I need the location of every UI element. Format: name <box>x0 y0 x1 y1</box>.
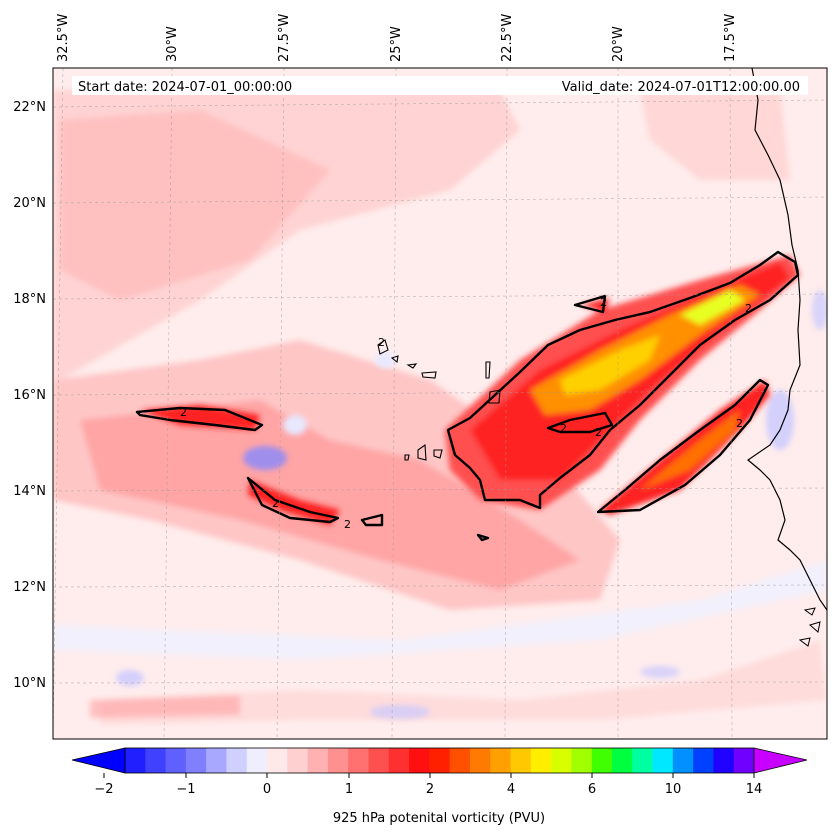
colorbar-cell <box>185 748 207 773</box>
island-santiago <box>433 449 443 459</box>
lat-label: 10°N <box>13 676 46 691</box>
colorbar-cell <box>632 748 653 773</box>
island-fogo <box>417 443 427 461</box>
island-sal <box>421 371 437 379</box>
colorbar-tick-label: 1 <box>345 782 353 797</box>
lon-label: 17.5°W <box>723 14 738 62</box>
map-gridlines <box>53 68 827 739</box>
contour-label: 2 <box>378 336 385 349</box>
colorbar-tick-label: 0 <box>263 782 271 797</box>
contour-label: 2 <box>600 296 607 309</box>
colorbar-cell <box>611 748 633 773</box>
island-maio <box>488 389 501 404</box>
colorbar-cell <box>145 748 166 773</box>
contour-label: 2 <box>745 302 752 315</box>
colorbar-cell <box>571 748 593 773</box>
colorbar-max-arrow <box>753 747 808 774</box>
colorbar-tick-label: 6 <box>588 782 596 797</box>
colorbar-cell <box>348 748 369 773</box>
lat-label: 14°N <box>13 484 46 499</box>
map-panel: 2 2 2 2 2 2 2 2 2 Start date: 2024-07-01… <box>53 68 827 739</box>
colorbar-cell <box>206 748 227 773</box>
colorbar-cell <box>267 748 288 773</box>
lat-label: 12°N <box>13 580 46 595</box>
date-header-box <box>72 76 808 95</box>
colorbar-cell <box>287 748 309 773</box>
colorbar-tick-label: −2 <box>94 782 113 797</box>
start-date-label: Start date: 2024-07-01_00:00:00 <box>78 80 292 95</box>
contour-label: 2 <box>560 422 567 435</box>
colorbar-cell <box>327 748 349 773</box>
colorbar-cell <box>429 748 451 773</box>
colorbar-min-arrow <box>71 747 126 774</box>
colorbar-tick-label: 2 <box>426 782 434 797</box>
colorbar-tick-label: −1 <box>176 782 195 797</box>
contour-labels: 2 2 2 2 2 2 2 2 2 <box>180 296 752 531</box>
contour-label: 2 <box>180 406 187 419</box>
colorbar-cell <box>490 748 511 773</box>
colorbar-cell <box>733 748 755 773</box>
contour-label: 2 <box>344 518 351 531</box>
colorbar-tick-label: 14 <box>746 782 763 797</box>
island-santo-antao <box>377 339 389 355</box>
colorbar-cell <box>449 748 471 773</box>
colorbar-cell <box>591 748 613 773</box>
africa-coast-islands <box>798 607 821 647</box>
colorbar-cell <box>469 748 491 773</box>
colorbar-tick-label: 10 <box>665 782 682 797</box>
colorbar-cell <box>510 748 532 773</box>
colorbar-cell <box>409 748 430 773</box>
lon-label: 30°W <box>165 26 180 62</box>
lon-label: 32.5°W <box>56 14 71 62</box>
island-sao-nicolau <box>406 363 418 369</box>
colorbar-cell <box>652 748 674 773</box>
colorbar: −2 −1 0 1 2 4 6 10 14 925 hPa potenital vorticit… <box>71 747 808 826</box>
island-sao-vicente <box>390 355 399 364</box>
africa-coastline <box>747 68 827 611</box>
colorbar-cell <box>693 748 714 773</box>
colorbar-cell <box>388 748 410 773</box>
colorbar-cell <box>307 748 329 773</box>
lat-label: 18°N <box>13 292 46 307</box>
colorbar-cell <box>551 748 572 773</box>
colorbar-cell <box>125 748 146 773</box>
pv-contour-2 <box>135 250 800 542</box>
pv-field-negative <box>53 290 827 719</box>
island-brava <box>404 454 410 461</box>
island-boa-vista <box>485 361 491 379</box>
contour-label: 2 <box>595 426 602 439</box>
map-frame <box>52 67 828 740</box>
colorbar-cell <box>713 748 735 773</box>
lon-label: 25°W <box>389 26 404 62</box>
colorbar-cell <box>226 748 248 773</box>
pv-field-strong <box>140 255 800 525</box>
lat-label: 20°N <box>13 196 46 211</box>
lat-labels: 22°N 20°N 18°N 16°N 14°N 12°N 10°N <box>13 100 46 691</box>
colorbar-title: 925 hPa potenital vorticity (PVU) <box>333 811 545 826</box>
contour-label: 2 <box>272 497 279 510</box>
colorbar-cell <box>165 748 187 773</box>
island-outlines <box>377 339 501 461</box>
contour-label: 2 <box>736 417 743 430</box>
colorbar-tick-label: 4 <box>507 782 515 797</box>
colorbar-cell <box>530 748 552 773</box>
lon-labels: 32.5°W 30°W 27.5°W 25°W 22.5°W 20°W 17.5… <box>56 14 738 62</box>
colorbar-cell <box>246 748 268 773</box>
lon-label: 20°W <box>611 26 626 62</box>
lon-label: 27.5°W <box>277 14 292 62</box>
lat-label: 16°N <box>13 388 46 403</box>
lat-label: 22°N <box>13 100 46 115</box>
lon-label: 22.5°W <box>500 14 515 62</box>
colorbar-cell <box>672 748 694 773</box>
colorbar-cell <box>368 748 390 773</box>
valid-date-label: Valid_date: 2024-07-01T12:00:00.00 <box>562 80 800 95</box>
